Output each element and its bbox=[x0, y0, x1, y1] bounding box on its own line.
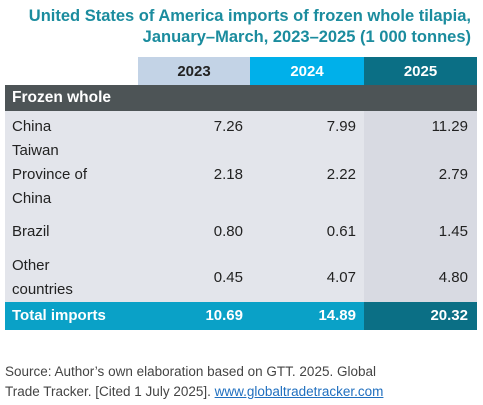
cell-brazil-2024: 0.61 bbox=[326, 223, 356, 240]
row-label-line: countries bbox=[12, 281, 73, 298]
table-title: United States of America imports of froz… bbox=[0, 6, 471, 48]
table-title-line1: United States of America imports of froz… bbox=[28, 7, 471, 25]
row-label-taiwan: Taiwan Province of China bbox=[12, 139, 137, 211]
source-line2: Trade Tracker. [Cited 1 July 2025]. www.… bbox=[5, 382, 477, 402]
total-2025: 20.32 bbox=[430, 307, 468, 324]
total-2025-background bbox=[364, 302, 477, 330]
row-label-line: China bbox=[12, 118, 52, 135]
cell-china-2023: 7.26 bbox=[213, 118, 243, 135]
section-header: Frozen whole bbox=[5, 85, 477, 111]
table-row-other-countries: Other countries 0.45 4.07 4.80 bbox=[5, 254, 477, 302]
column-2025-background bbox=[364, 111, 477, 302]
imports-table: 2023 2024 2025 Frozen whole China 7.26 7… bbox=[5, 57, 477, 330]
row-label-china: China bbox=[12, 115, 137, 139]
row-label-line: China bbox=[12, 190, 52, 207]
source-text: Trade Tracker. [Cited 1 July 2025]. bbox=[5, 384, 215, 399]
row-label-other-countries: Other countries bbox=[12, 254, 137, 302]
column-header-2025: 2025 bbox=[364, 57, 477, 85]
row-label-line: Taiwan bbox=[12, 142, 59, 159]
cell-brazil-2023: 0.80 bbox=[213, 223, 243, 240]
source-line1: Source: Author’s own elaboration based o… bbox=[5, 364, 376, 379]
table-title-line2: January–March, 2023–2025 (1 000 tonnes) bbox=[142, 28, 471, 46]
source-note: Source: Author’s own elaboration based o… bbox=[5, 362, 477, 402]
total-2023: 10.69 bbox=[205, 307, 243, 324]
cell-china-2024: 7.99 bbox=[326, 118, 356, 135]
table-row-brazil: Brazil 0.80 0.61 1.45 bbox=[5, 220, 477, 244]
cell-taiwan-2025: 2.79 bbox=[438, 166, 468, 183]
cell-taiwan-2023: 2.18 bbox=[213, 166, 243, 183]
cell-china-2025: 11.29 bbox=[431, 118, 468, 135]
cell-brazil-2025: 1.45 bbox=[438, 223, 468, 240]
row-label-line: Brazil bbox=[12, 223, 50, 240]
row-label-line: Other bbox=[12, 257, 50, 274]
row-label-brazil: Brazil bbox=[12, 220, 137, 244]
row-label-line: Province of bbox=[12, 166, 88, 183]
table-row-china: China 7.26 7.99 11.29 bbox=[5, 115, 477, 139]
column-header-2024: 2024 bbox=[250, 57, 364, 85]
source-link[interactable]: www.globaltradetracker.com bbox=[214, 384, 384, 399]
cell-other-2024: 4.07 bbox=[326, 269, 356, 286]
cell-other-2025: 4.80 bbox=[438, 269, 468, 286]
total-2024: 14.89 bbox=[318, 307, 356, 324]
cell-taiwan-2024: 2.22 bbox=[326, 166, 356, 183]
column-header-2023: 2023 bbox=[138, 57, 250, 85]
cell-other-2023: 0.45 bbox=[213, 269, 243, 286]
total-label: Total imports bbox=[12, 307, 106, 324]
table-row-taiwan: Taiwan Province of China 2.18 2.22 2.79 bbox=[5, 139, 477, 211]
total-row: Total imports 10.69 14.89 20.32 bbox=[5, 302, 477, 330]
